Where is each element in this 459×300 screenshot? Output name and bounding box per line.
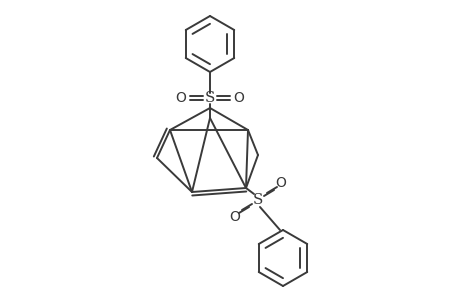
Text: O: O bbox=[175, 91, 186, 105]
Text: O: O bbox=[233, 91, 244, 105]
Text: O: O bbox=[229, 210, 240, 224]
Text: S: S bbox=[204, 91, 215, 105]
Text: O: O bbox=[275, 176, 286, 190]
Text: S: S bbox=[252, 193, 263, 207]
